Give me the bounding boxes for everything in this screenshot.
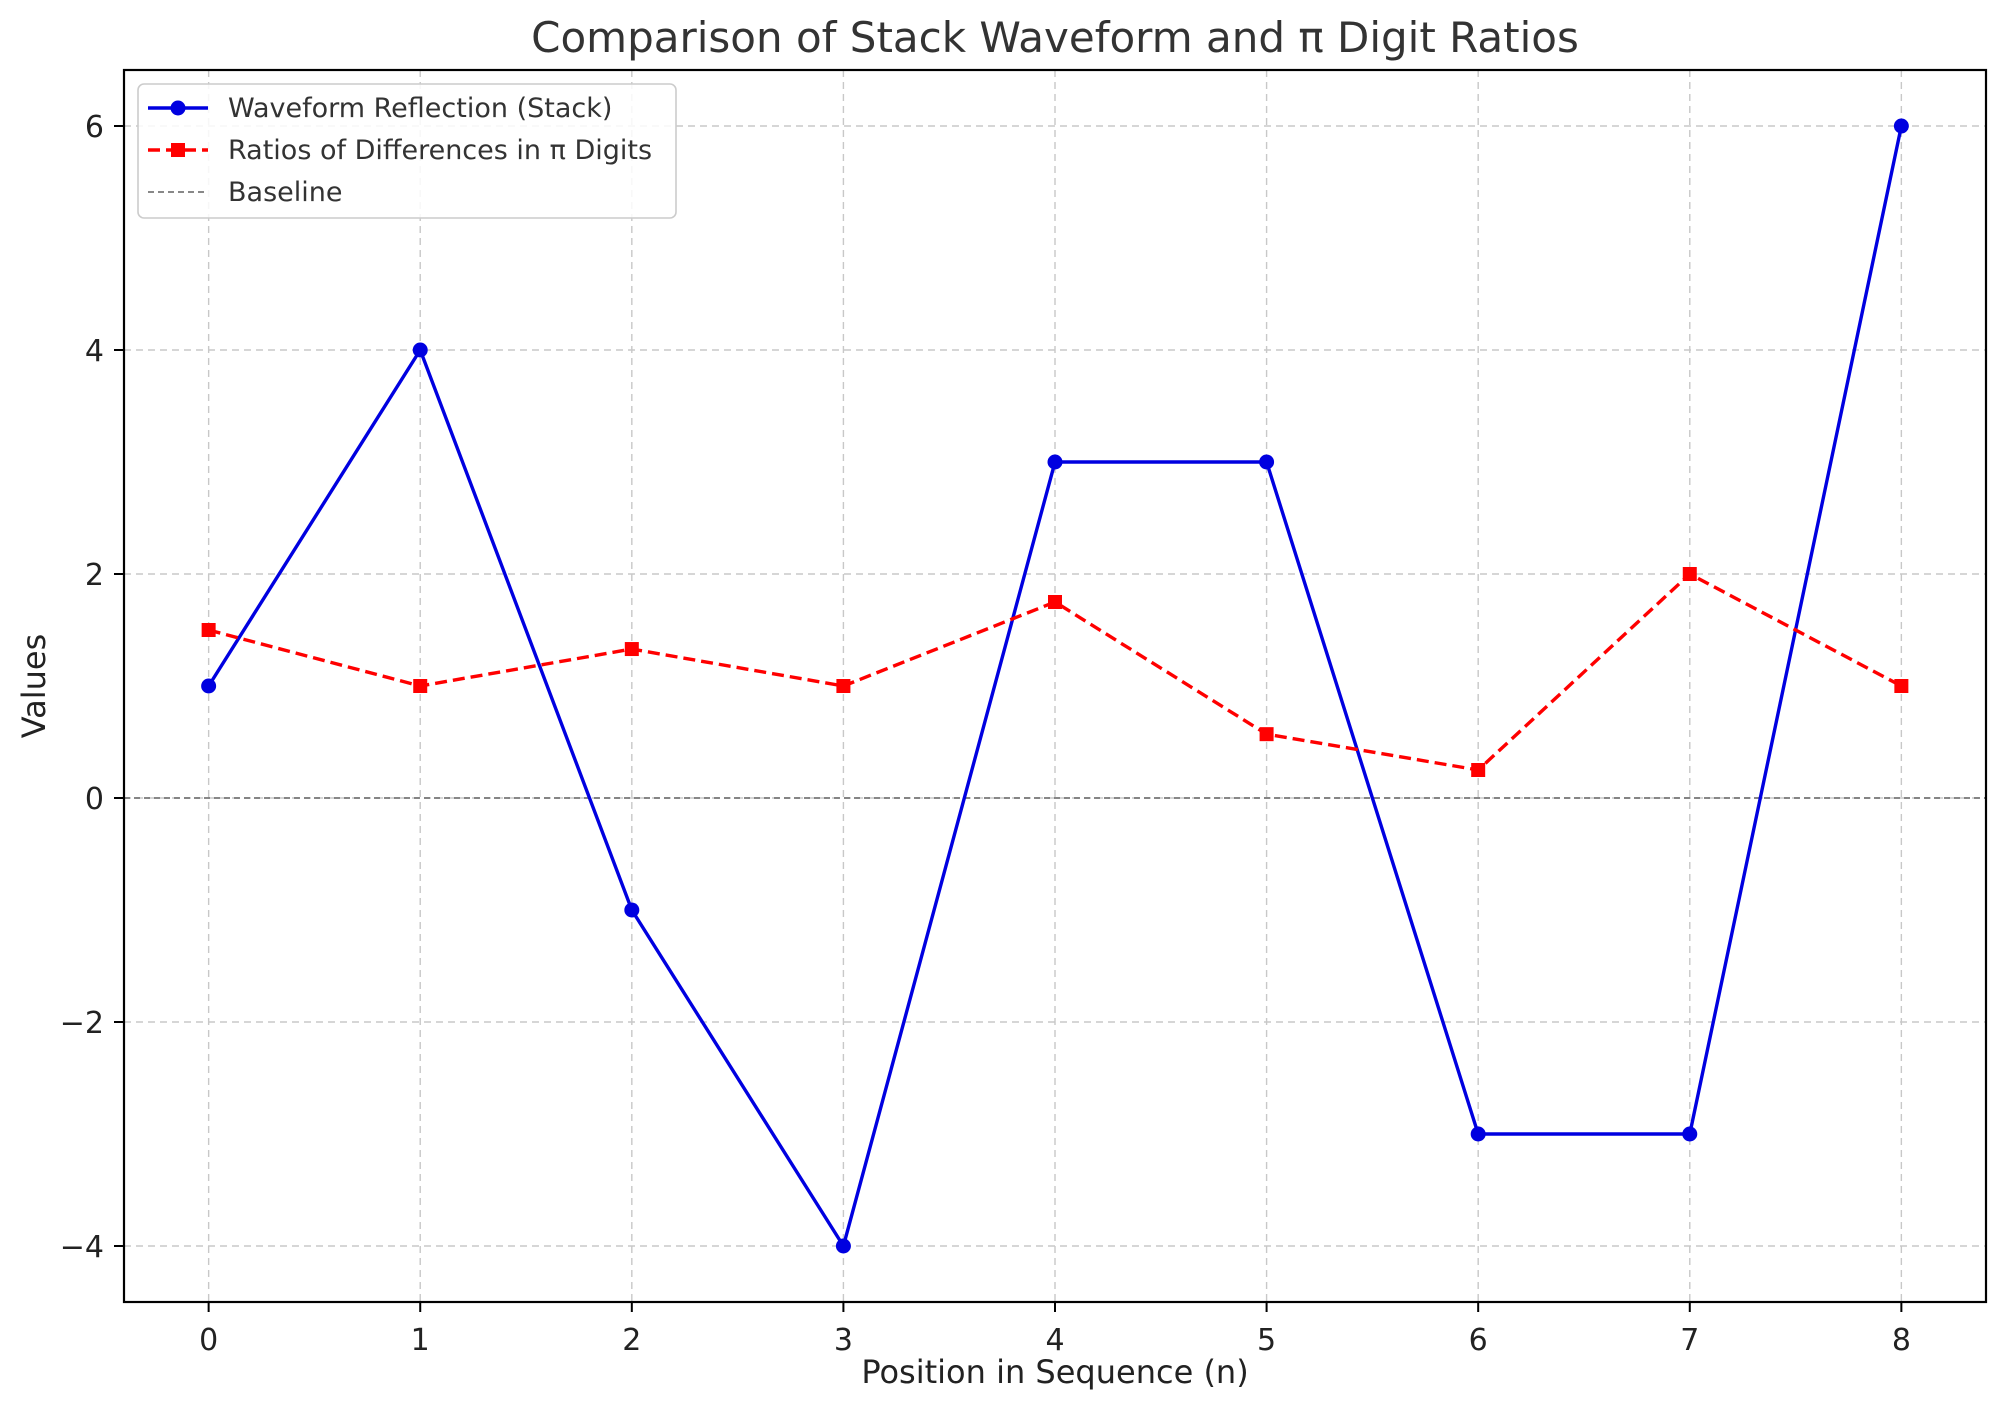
y-tick-label--2: −2	[60, 1006, 104, 1041]
series-0-point-5	[1259, 454, 1275, 470]
y-tick-label-0: 0	[85, 782, 104, 817]
legend-marker-waveform	[170, 100, 186, 116]
y-tick-label-4: 4	[85, 334, 104, 369]
series-0-point-8	[1893, 118, 1909, 134]
series-0-point-3	[835, 1238, 851, 1254]
series-1-point-2	[624, 642, 639, 657]
legend-marker-pi-ratios	[171, 143, 185, 157]
legend-box	[137, 83, 677, 219]
grid	[124, 70, 1986, 1302]
x-tick-label-5: 5	[1257, 1323, 1276, 1358]
series-0-point-4	[1047, 454, 1063, 470]
x-tick-label-2: 2	[622, 1323, 641, 1358]
x-tick-label-0: 0	[199, 1323, 218, 1358]
x-tick-label-1: 1	[411, 1323, 430, 1358]
x-tick-label-6: 6	[1469, 1323, 1488, 1358]
series-line-1	[208, 572, 1903, 772]
series-1-point-3	[836, 679, 851, 693]
y-tick-label-2: 2	[85, 558, 104, 593]
series-layer	[201, 118, 1909, 1254]
series-1-point-6	[1471, 763, 1486, 777]
series-0-point-7	[1682, 1126, 1698, 1142]
y-axis-label: Values	[15, 634, 53, 739]
y-tick-label--4: −4	[60, 1230, 104, 1265]
series-0-point-2	[624, 902, 640, 918]
series-0-point-1	[412, 342, 428, 358]
legend-label-pi-ratios: Ratios of Differences in π Digits	[228, 135, 652, 166]
legend: Waveform Reflection (Stack) Ratios of Di…	[137, 83, 677, 219]
series-1-point-0	[201, 623, 216, 637]
x-tick-label-4: 4	[1045, 1323, 1064, 1358]
ticks: 0 1 2 3 4 5 6 7 8 −4 −2 0 2 4 6	[60, 110, 1911, 1358]
series-0-point-6	[1470, 1126, 1486, 1142]
legend-label-waveform: Waveform Reflection (Stack)	[228, 93, 612, 124]
series-1-point-1	[413, 679, 428, 693]
series-1-point-8	[1894, 679, 1909, 693]
series-1-point-5	[1259, 727, 1274, 742]
x-tick-label-8: 8	[1892, 1323, 1911, 1358]
y-tick-label-6: 6	[85, 110, 104, 145]
series-0-point-0	[201, 678, 217, 694]
chart-title: Comparison of Stack Waveform and π Digit…	[531, 13, 1579, 62]
legend-label-baseline: Baseline	[228, 177, 342, 208]
series-1-point-7	[1682, 567, 1697, 581]
x-axis-label: Position in Sequence (n)	[861, 1353, 1248, 1391]
series-1-point-4	[1048, 595, 1062, 609]
x-tick-label-3: 3	[834, 1323, 853, 1358]
x-tick-label-7: 7	[1680, 1323, 1699, 1358]
